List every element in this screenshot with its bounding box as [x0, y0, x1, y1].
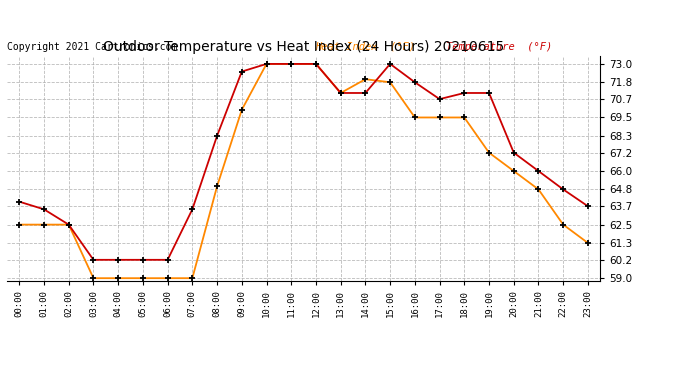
Text: Copyright 2021 Cartronics.com: Copyright 2021 Cartronics.com [7, 42, 177, 52]
Text: Temperature  (°F): Temperature (°F) [446, 42, 552, 52]
Title: Outdoor Temperature vs Heat Index (24 Hours) 20210615: Outdoor Temperature vs Heat Index (24 Ho… [103, 40, 504, 54]
Text: Heat Index  (°F): Heat Index (°F) [315, 42, 415, 52]
